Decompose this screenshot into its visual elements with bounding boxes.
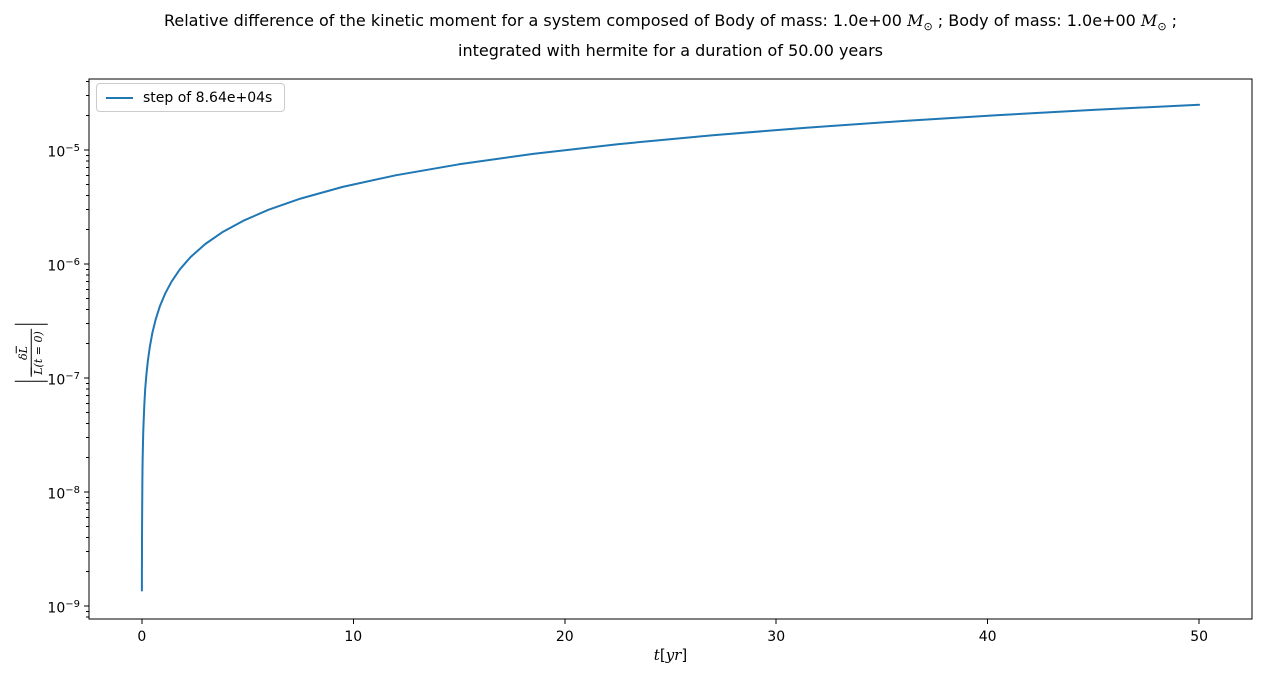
- abs-value-fraction: δL L(t = 0): [14, 324, 48, 382]
- y-axis-label: δL L(t = 0): [14, 324, 48, 382]
- x-axis-label: t[yr]: [653, 646, 688, 664]
- title-text: Relative difference of the kinetic momen…: [163, 11, 908, 30]
- sun-symbol-icon: ⊙: [923, 20, 933, 34]
- tick-marks: [84, 80, 1200, 624]
- legend-line-sample: [106, 96, 133, 99]
- title-text: ; Body of mass: 1.0e+00: [932, 11, 1141, 30]
- mass-symbol: M: [1140, 11, 1158, 30]
- fraction-denominator: L(t = 0): [30, 329, 46, 377]
- fraction-numerator: δL: [16, 346, 30, 360]
- axes-box: [88, 78, 1253, 620]
- chart-title-line1: Relative difference of the kinetic momen…: [89, 9, 1252, 39]
- chart-title-line2: integrated with hermite for a duration o…: [458, 41, 883, 61]
- mass-symbol: M: [907, 11, 924, 30]
- title-text: ;: [1166, 11, 1178, 30]
- legend-label: step of 8.64e+04s: [143, 89, 273, 106]
- sun-symbol-icon: ⊙: [1157, 20, 1167, 34]
- chart-title: Relative difference of the kinetic momen…: [89, 9, 1252, 63]
- data-line: [140, 103, 1201, 592]
- legend: step of 8.64e+04s: [96, 83, 286, 112]
